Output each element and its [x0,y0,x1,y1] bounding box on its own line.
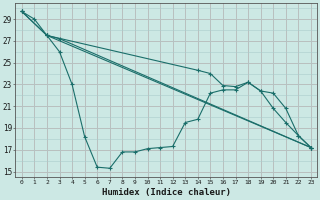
X-axis label: Humidex (Indice chaleur): Humidex (Indice chaleur) [102,188,231,197]
